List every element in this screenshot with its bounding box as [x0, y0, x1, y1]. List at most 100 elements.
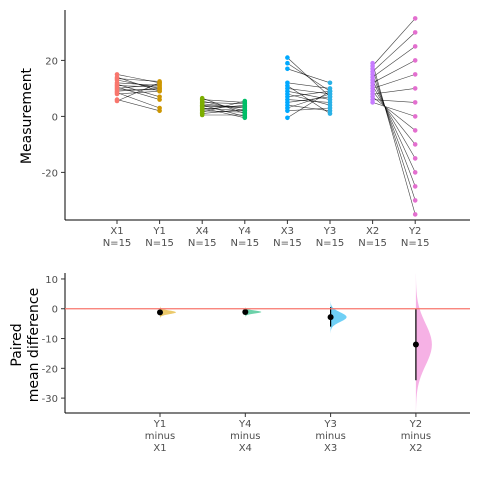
pair-line: [287, 107, 331, 112]
pair-line: [202, 102, 245, 105]
x-tick-label-line: X1: [153, 443, 166, 454]
data-point: [199, 112, 205, 118]
data-point: [114, 91, 120, 97]
pair-line: [116, 78, 160, 82]
data-point: [199, 102, 205, 108]
y-tick-label: -30: [42, 394, 58, 405]
x-tick-label-n: N=15: [401, 238, 430, 249]
pair-lines: [116, 18, 416, 215]
pair-line: [202, 104, 245, 117]
data-point: [285, 66, 290, 72]
x-tick-label-group: X4: [196, 226, 209, 237]
pair-line: [116, 83, 160, 89]
x-tick-label-line: minus: [401, 431, 431, 442]
x-tick-label-n: N=15: [145, 238, 174, 249]
pair-line: [372, 91, 416, 145]
data-point: [157, 88, 162, 94]
mean-difference-point: [157, 309, 163, 316]
pair-line: [372, 99, 416, 103]
y-axis-title-line-2: mean difference: [26, 288, 42, 402]
pair-line: [372, 96, 416, 131]
data-point: [412, 114, 418, 119]
y-tick-label: -20: [42, 168, 58, 179]
x-tick-label-n: N=15: [188, 238, 217, 249]
x-tick-label-group: X1: [110, 226, 123, 237]
data-point: [412, 86, 418, 91]
pair-line: [116, 82, 160, 86]
x-tick-label-line: minus: [315, 431, 345, 442]
pair-line: [372, 60, 416, 84]
pair-line: [372, 63, 416, 215]
pair-line: [287, 68, 331, 84]
data-point: [285, 108, 290, 114]
data-point: [412, 184, 418, 189]
pair-line: [202, 109, 245, 114]
x-tick-label-group: X2: [366, 226, 379, 237]
data-point: [412, 16, 418, 21]
pair-line: [202, 104, 245, 110]
x-tick-label-group: X3: [281, 226, 294, 237]
data-point: [412, 212, 418, 217]
y-tick-label: 0: [52, 112, 58, 123]
x-tick-label-n: N=15: [273, 238, 302, 249]
data-point: [285, 60, 290, 66]
pair-line: [287, 82, 331, 89]
data-points: [114, 16, 418, 217]
y-tick-label: -10: [42, 335, 58, 346]
data-point: [242, 98, 248, 104]
data-point: [412, 156, 418, 161]
x-tick-label-n: N=15: [358, 238, 387, 249]
x-tick-label-line: minus: [145, 431, 175, 442]
data-point: [157, 80, 162, 86]
data-point: [412, 72, 418, 77]
pair-line: [202, 99, 245, 103]
x-tick-label-group: Y4: [238, 226, 251, 237]
y-tick-label: 10: [45, 275, 58, 286]
bootstrap-distribution: [415, 273, 432, 416]
data-point: [157, 108, 162, 114]
pair-line: [372, 102, 416, 117]
y-axis-title: Measurement: [19, 67, 35, 164]
data-point: [157, 97, 162, 102]
x-tick-label-group: Y1: [152, 226, 165, 237]
x-tick-label-n: N=15: [316, 238, 345, 249]
x-tick-label-line: X2: [409, 443, 422, 454]
pair-line: [372, 74, 416, 89]
data-point: [412, 100, 418, 105]
x-tick-label-line: minus: [230, 431, 260, 442]
data-point: [412, 30, 418, 35]
data-point: [370, 100, 375, 105]
x-tick-label-line: X3: [324, 443, 337, 454]
x-tick-label-line: X4: [239, 443, 252, 454]
data-point: [412, 170, 418, 175]
pair-line: [116, 99, 160, 112]
x-tick-label-line: Y2: [409, 419, 422, 430]
data-point: [242, 115, 248, 121]
pair-line: [372, 85, 416, 159]
pair-line: [372, 18, 416, 67]
pair-line: [372, 79, 416, 173]
pair-line: [116, 92, 160, 109]
bootstrap-distributions: [157, 273, 432, 416]
pair-line: [287, 93, 331, 109]
data-point: [412, 58, 418, 63]
y-tick-label: 20: [45, 56, 58, 67]
x-tick-label-group: Y2: [408, 226, 421, 237]
x-tick-label-line: Y4: [238, 419, 251, 430]
mean-difference-panel: -30-20-10010Y1minusX1Y4minusX4Y3minusX3Y…: [9, 273, 470, 454]
pair-line: [116, 82, 160, 102]
data-point: [327, 100, 333, 105]
data-point: [412, 44, 418, 49]
bootstrap-distribution: [160, 306, 176, 319]
difference-axes: -30-20-10010Y1minusX1Y4minusX4Y3minusX3Y…: [42, 273, 470, 454]
data-point: [285, 115, 290, 121]
data-point: [412, 142, 418, 147]
data-point: [412, 128, 418, 133]
pair-line: [287, 62, 331, 92]
pair-line: [372, 88, 416, 95]
slopegraph-panel: -20020X1N=15Y1N=15X4N=15Y4N=15X3N=15Y3N=…: [19, 10, 470, 249]
pair-line: [372, 32, 416, 72]
x-tick-label-n: N=15: [231, 238, 260, 249]
pair-line: [287, 90, 331, 98]
pair-line: [372, 68, 416, 201]
